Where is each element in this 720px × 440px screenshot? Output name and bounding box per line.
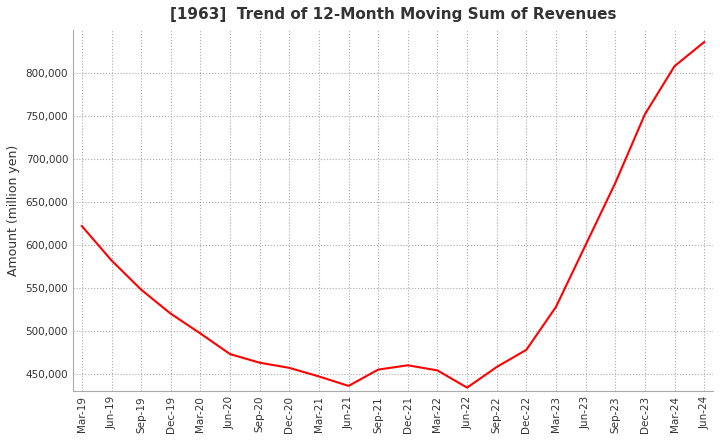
Y-axis label: Amount (million yen): Amount (million yen) — [7, 145, 20, 276]
Title: [1963]  Trend of 12-Month Moving Sum of Revenues: [1963] Trend of 12-Month Moving Sum of R… — [170, 7, 616, 22]
